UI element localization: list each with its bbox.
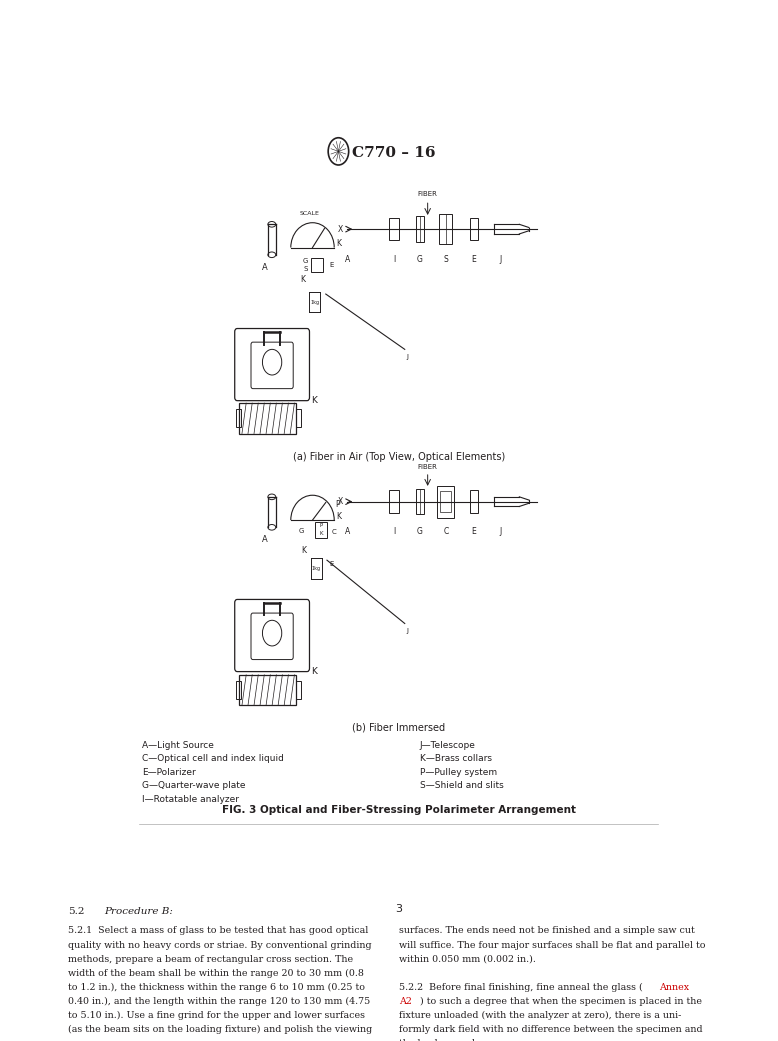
Text: E—Polarizer: E—Polarizer xyxy=(142,768,196,777)
Text: A2: A2 xyxy=(399,997,412,1006)
Bar xyxy=(236,681,241,699)
Text: formly dark field with no difference between the specimen and: formly dark field with no difference bet… xyxy=(399,1024,703,1034)
Text: S—Shield and slits: S—Shield and slits xyxy=(420,782,503,790)
Text: A: A xyxy=(262,535,268,544)
Text: ) to such a degree that when the specimen is placed in the: ) to such a degree that when the specime… xyxy=(420,997,703,1006)
Text: quality with no heavy cords or striae. By conventional grinding: quality with no heavy cords or striae. B… xyxy=(68,941,371,949)
Text: A—Light Source: A—Light Source xyxy=(142,740,215,750)
Text: J—Telescope: J—Telescope xyxy=(420,740,475,750)
Bar xyxy=(470,218,478,240)
Text: (b) Fiber Immersed: (b) Fiber Immersed xyxy=(352,722,445,733)
Text: 5.2.2  Before final finishing, fine anneal the glass (: 5.2.2 Before final finishing, fine annea… xyxy=(399,983,643,992)
Text: I: I xyxy=(393,528,395,536)
Text: P—Pulley system: P—Pulley system xyxy=(420,768,497,777)
Text: width of the beam shall be within the range 20 to 30 mm (0.8: width of the beam shall be within the ra… xyxy=(68,968,364,977)
Text: J: J xyxy=(406,354,408,360)
Bar xyxy=(236,409,241,427)
Text: X: X xyxy=(338,225,343,233)
Text: J: J xyxy=(406,629,408,634)
Text: A: A xyxy=(345,255,350,263)
Text: G—Quarter-wave plate: G—Quarter-wave plate xyxy=(142,782,246,790)
Text: SCALE: SCALE xyxy=(300,211,320,217)
Text: J: J xyxy=(499,528,501,536)
Text: K: K xyxy=(310,667,317,676)
Text: 0.40 in.), and the length within the range 120 to 130 mm (4.75: 0.40 in.), and the length within the ran… xyxy=(68,997,370,1006)
Text: methods, prepare a beam of rectangular cross section. The: methods, prepare a beam of rectangular c… xyxy=(68,955,353,964)
Bar xyxy=(389,490,398,513)
Bar xyxy=(440,491,451,512)
Bar xyxy=(315,522,327,538)
Text: I: I xyxy=(393,255,395,263)
Bar xyxy=(416,217,424,242)
Text: E: E xyxy=(471,528,476,536)
Bar xyxy=(239,675,296,705)
Text: Annex: Annex xyxy=(659,983,689,992)
Text: K: K xyxy=(300,275,305,284)
Text: FIBER: FIBER xyxy=(418,463,437,469)
Text: P: P xyxy=(319,524,323,528)
Text: (as the beam sits on the loading fixture) and polish the viewing: (as the beam sits on the loading fixture… xyxy=(68,1024,372,1034)
Text: G: G xyxy=(303,258,307,264)
Text: A: A xyxy=(262,262,268,272)
Text: fixture unloaded (with the analyzer at zero), there is a uni-: fixture unloaded (with the analyzer at z… xyxy=(399,1011,682,1020)
Text: X: X xyxy=(338,498,343,506)
Bar xyxy=(437,485,454,517)
Text: within 0.050 mm (0.002 in.).: within 0.050 mm (0.002 in.). xyxy=(399,955,536,964)
Text: S: S xyxy=(303,266,307,272)
Text: C: C xyxy=(331,529,337,535)
Bar xyxy=(311,258,324,273)
Text: E: E xyxy=(471,255,476,263)
Text: A: A xyxy=(345,528,350,536)
Text: G: G xyxy=(299,529,304,534)
Text: E: E xyxy=(329,561,334,567)
Text: to 5.10 in.). Use a fine grind for the upper and lower surfaces: to 5.10 in.). Use a fine grind for the u… xyxy=(68,1011,365,1020)
Text: K: K xyxy=(319,531,323,536)
Text: C: C xyxy=(443,528,448,536)
Text: will suffice. The four major surfaces shall be flat and parallel to: will suffice. The four major surfaces sh… xyxy=(399,941,706,949)
Text: K: K xyxy=(310,397,317,405)
Bar xyxy=(470,490,478,513)
Bar xyxy=(296,681,301,699)
Text: surfaces. The ends need not be finished and a simple saw cut: surfaces. The ends need not be finished … xyxy=(399,926,695,936)
Text: C—Optical cell and index liquid: C—Optical cell and index liquid xyxy=(142,754,284,763)
Text: to 1.2 in.), the thickness within the range 6 to 10 mm (0.25 to: to 1.2 in.), the thickness within the ra… xyxy=(68,983,365,992)
Bar xyxy=(239,403,296,433)
Text: FIG. 3 Optical and Fiber-Stressing Polarimeter Arrangement: FIG. 3 Optical and Fiber-Stressing Polar… xyxy=(222,805,576,815)
Text: 5.2: 5.2 xyxy=(68,907,84,916)
Text: P: P xyxy=(335,500,340,509)
Text: S: S xyxy=(443,255,448,263)
Bar xyxy=(296,409,301,427)
Text: G: G xyxy=(417,528,422,536)
Text: C770 – 16: C770 – 16 xyxy=(352,146,435,160)
Text: J: J xyxy=(499,255,501,263)
Text: I—Rotatable analyzer: I—Rotatable analyzer xyxy=(142,795,240,804)
Text: (a) Fiber in Air (Top View, Optical Elements): (a) Fiber in Air (Top View, Optical Elem… xyxy=(293,452,505,462)
Text: K—Brass collars: K—Brass collars xyxy=(420,754,492,763)
Text: K: K xyxy=(337,239,342,248)
Text: FIBER: FIBER xyxy=(418,192,437,197)
Text: 3: 3 xyxy=(395,905,402,914)
Text: the background.: the background. xyxy=(399,1039,478,1041)
Bar xyxy=(416,489,424,514)
Bar xyxy=(389,218,398,240)
Text: Procedure B:: Procedure B: xyxy=(104,907,173,916)
Bar xyxy=(439,213,452,245)
Text: 1kg: 1kg xyxy=(311,565,321,570)
Text: 5.2.1  Select a mass of glass to be tested that has good optical: 5.2.1 Select a mass of glass to be teste… xyxy=(68,926,368,936)
Text: E: E xyxy=(329,262,334,269)
Text: 1kg: 1kg xyxy=(310,300,320,305)
Text: G: G xyxy=(417,255,422,263)
Text: K: K xyxy=(337,511,342,520)
Text: K: K xyxy=(301,547,307,555)
